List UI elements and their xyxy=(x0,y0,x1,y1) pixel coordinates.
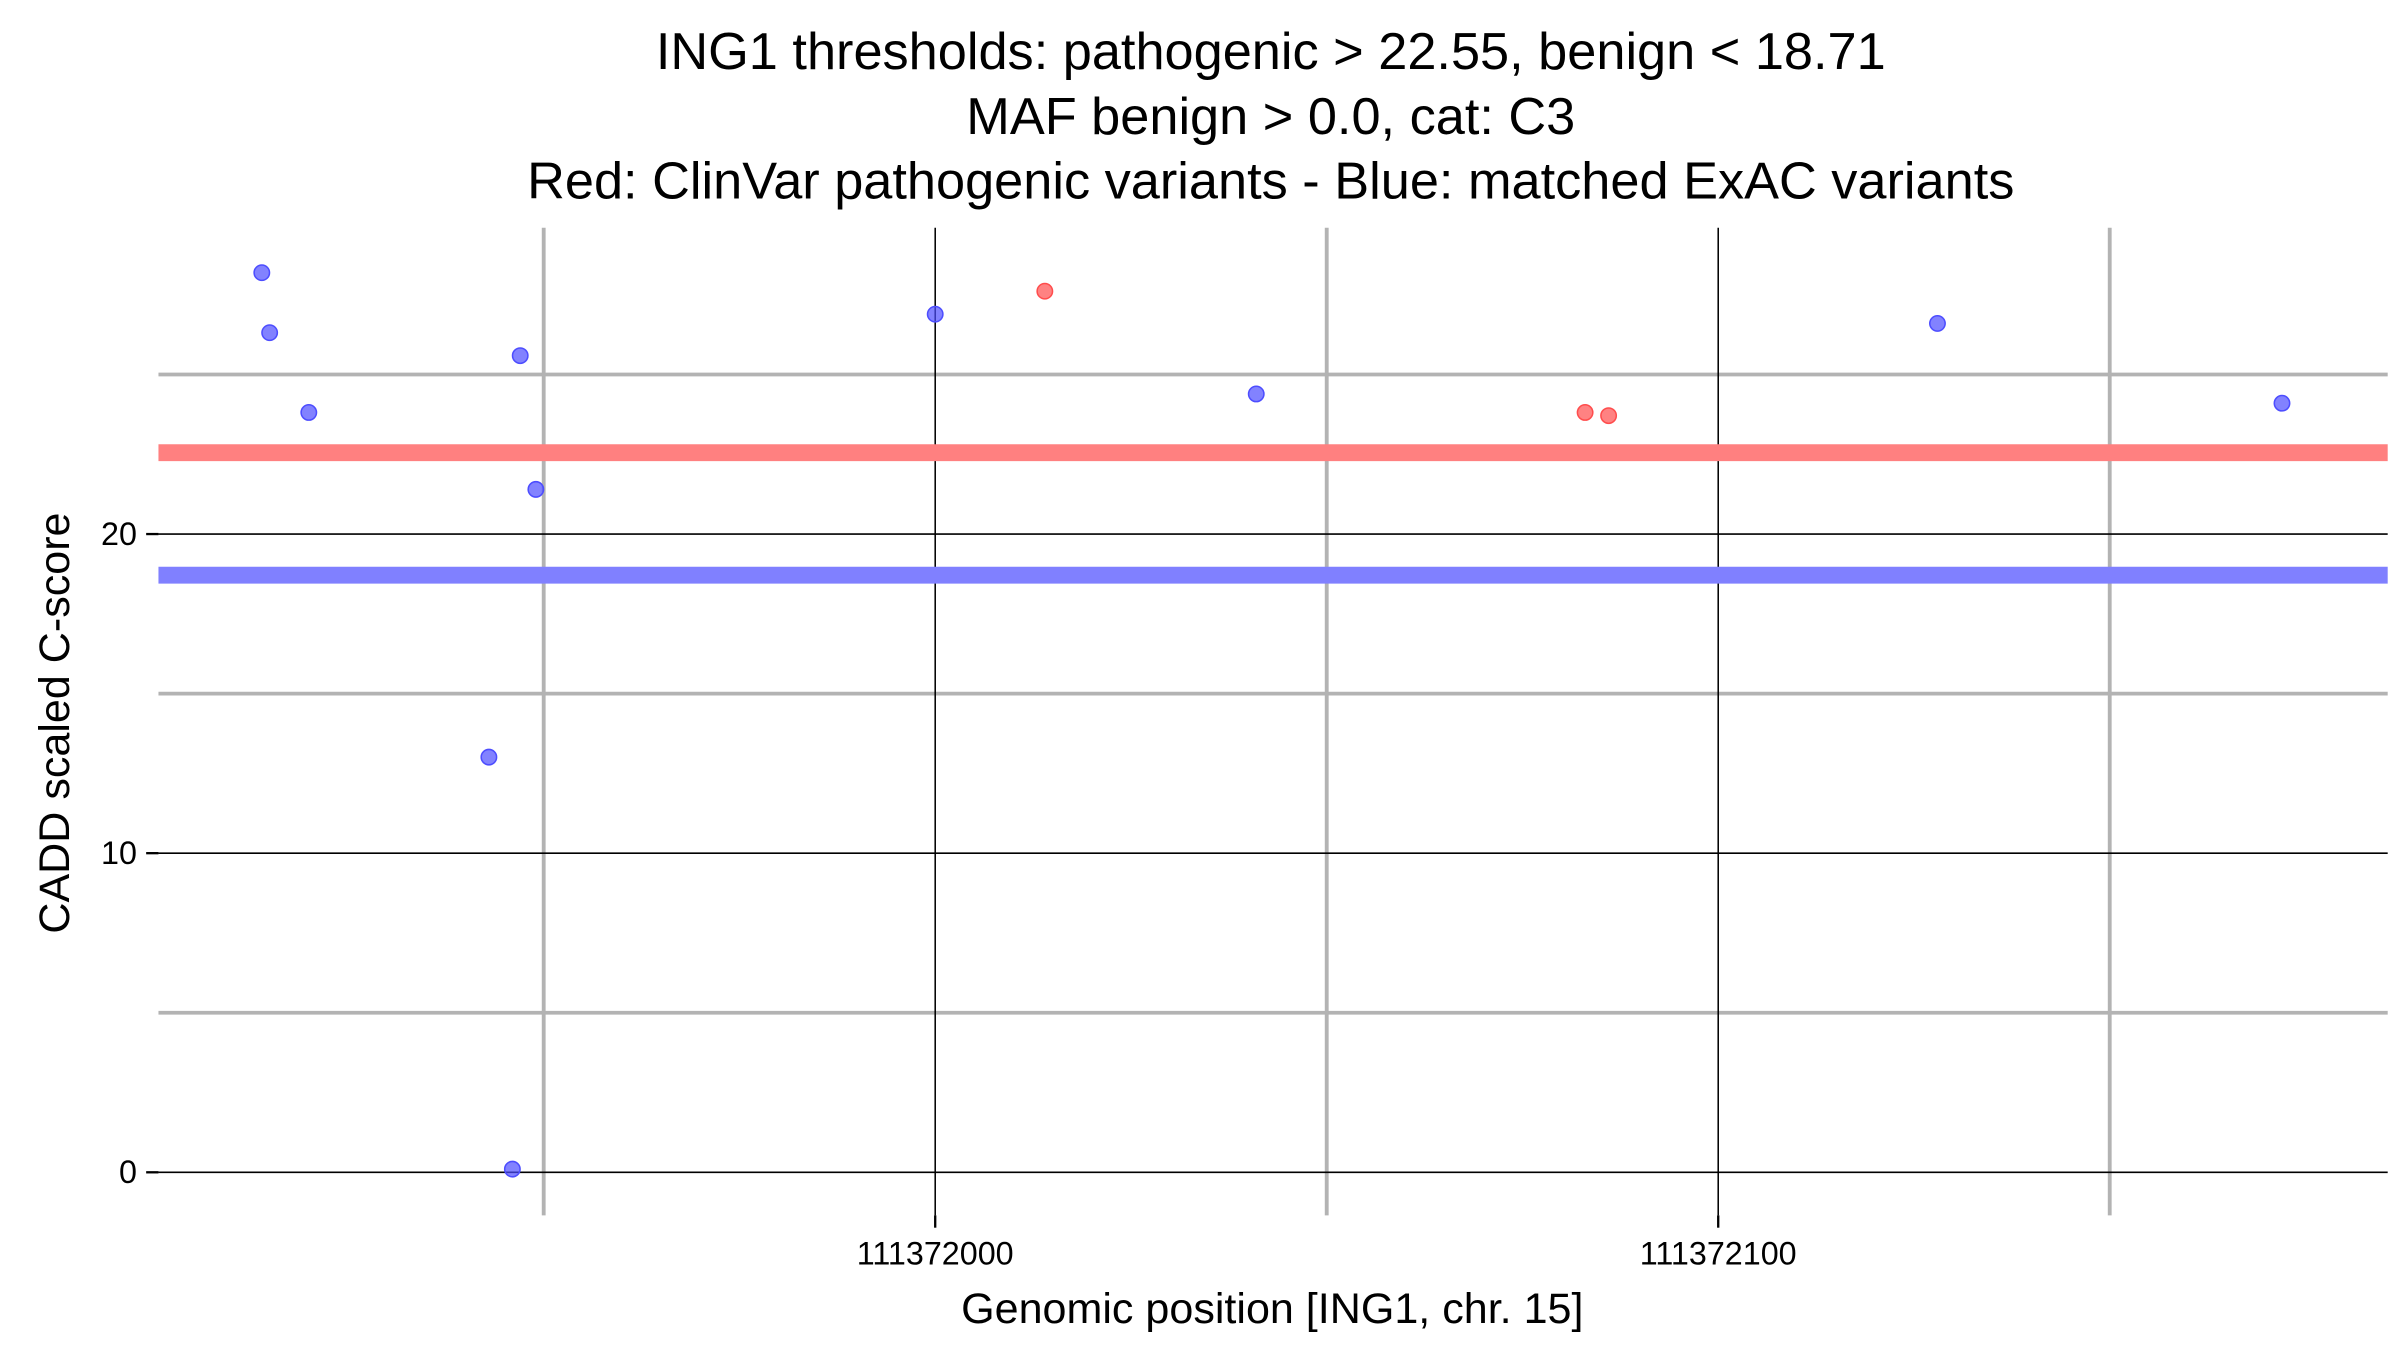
x-axis-label: Genomic position [ING1, chr. 15] xyxy=(961,1285,1583,1333)
y-axis-label: CADD scaled C-score xyxy=(31,512,79,933)
point xyxy=(2273,394,2291,412)
x-tick-label: 111372000 xyxy=(857,1236,1014,1272)
point xyxy=(1600,407,1618,425)
point xyxy=(1036,282,1054,300)
point xyxy=(1247,385,1265,403)
point xyxy=(300,404,318,421)
point xyxy=(480,748,498,766)
y-tick-label: 10 xyxy=(101,835,137,871)
y-tick-label: 20 xyxy=(101,516,137,552)
chart-title: MAF benign > 0.0, cat: C3 xyxy=(966,88,1575,146)
point xyxy=(253,264,271,282)
point xyxy=(1576,404,1594,421)
x-tick-label: 111372100 xyxy=(1640,1236,1797,1272)
point xyxy=(527,480,545,498)
point xyxy=(503,1160,521,1178)
point xyxy=(1928,314,1946,332)
point xyxy=(511,347,529,365)
point xyxy=(926,305,944,323)
chart-title: Red: ClinVar pathogenic variants - Blue:… xyxy=(527,152,2014,210)
point xyxy=(261,324,279,342)
y-tick-label: 0 xyxy=(119,1154,137,1190)
chart-title: ING1 thresholds: pathogenic > 22.55, ben… xyxy=(656,23,1886,81)
